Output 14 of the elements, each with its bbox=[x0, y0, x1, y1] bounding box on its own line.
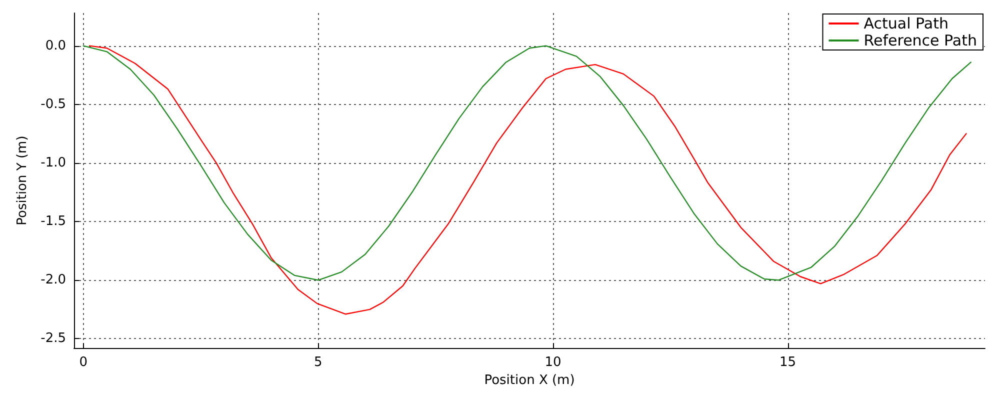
x-tick-label: 15 bbox=[780, 355, 796, 370]
y-tick-label: 0.0 bbox=[45, 38, 66, 54]
y-tick-label: -1.5 bbox=[40, 214, 66, 230]
y-tick-label: -2.0 bbox=[40, 272, 66, 288]
y-tick-label: -0.5 bbox=[40, 96, 66, 112]
y-tick-label: -2.5 bbox=[40, 331, 66, 346]
x-axis-title: Position X (m) bbox=[484, 373, 575, 388]
legend-label: Actual Path bbox=[864, 14, 948, 32]
legend-label: Reference Path bbox=[864, 32, 978, 50]
x-tick-label: 0 bbox=[79, 355, 88, 370]
y-axis-title: Position Y (m) bbox=[15, 136, 30, 226]
x-tick-label: 5 bbox=[314, 355, 322, 370]
x-tick-label: 10 bbox=[544, 355, 562, 370]
y-tick-label: -1.0 bbox=[40, 155, 66, 170]
